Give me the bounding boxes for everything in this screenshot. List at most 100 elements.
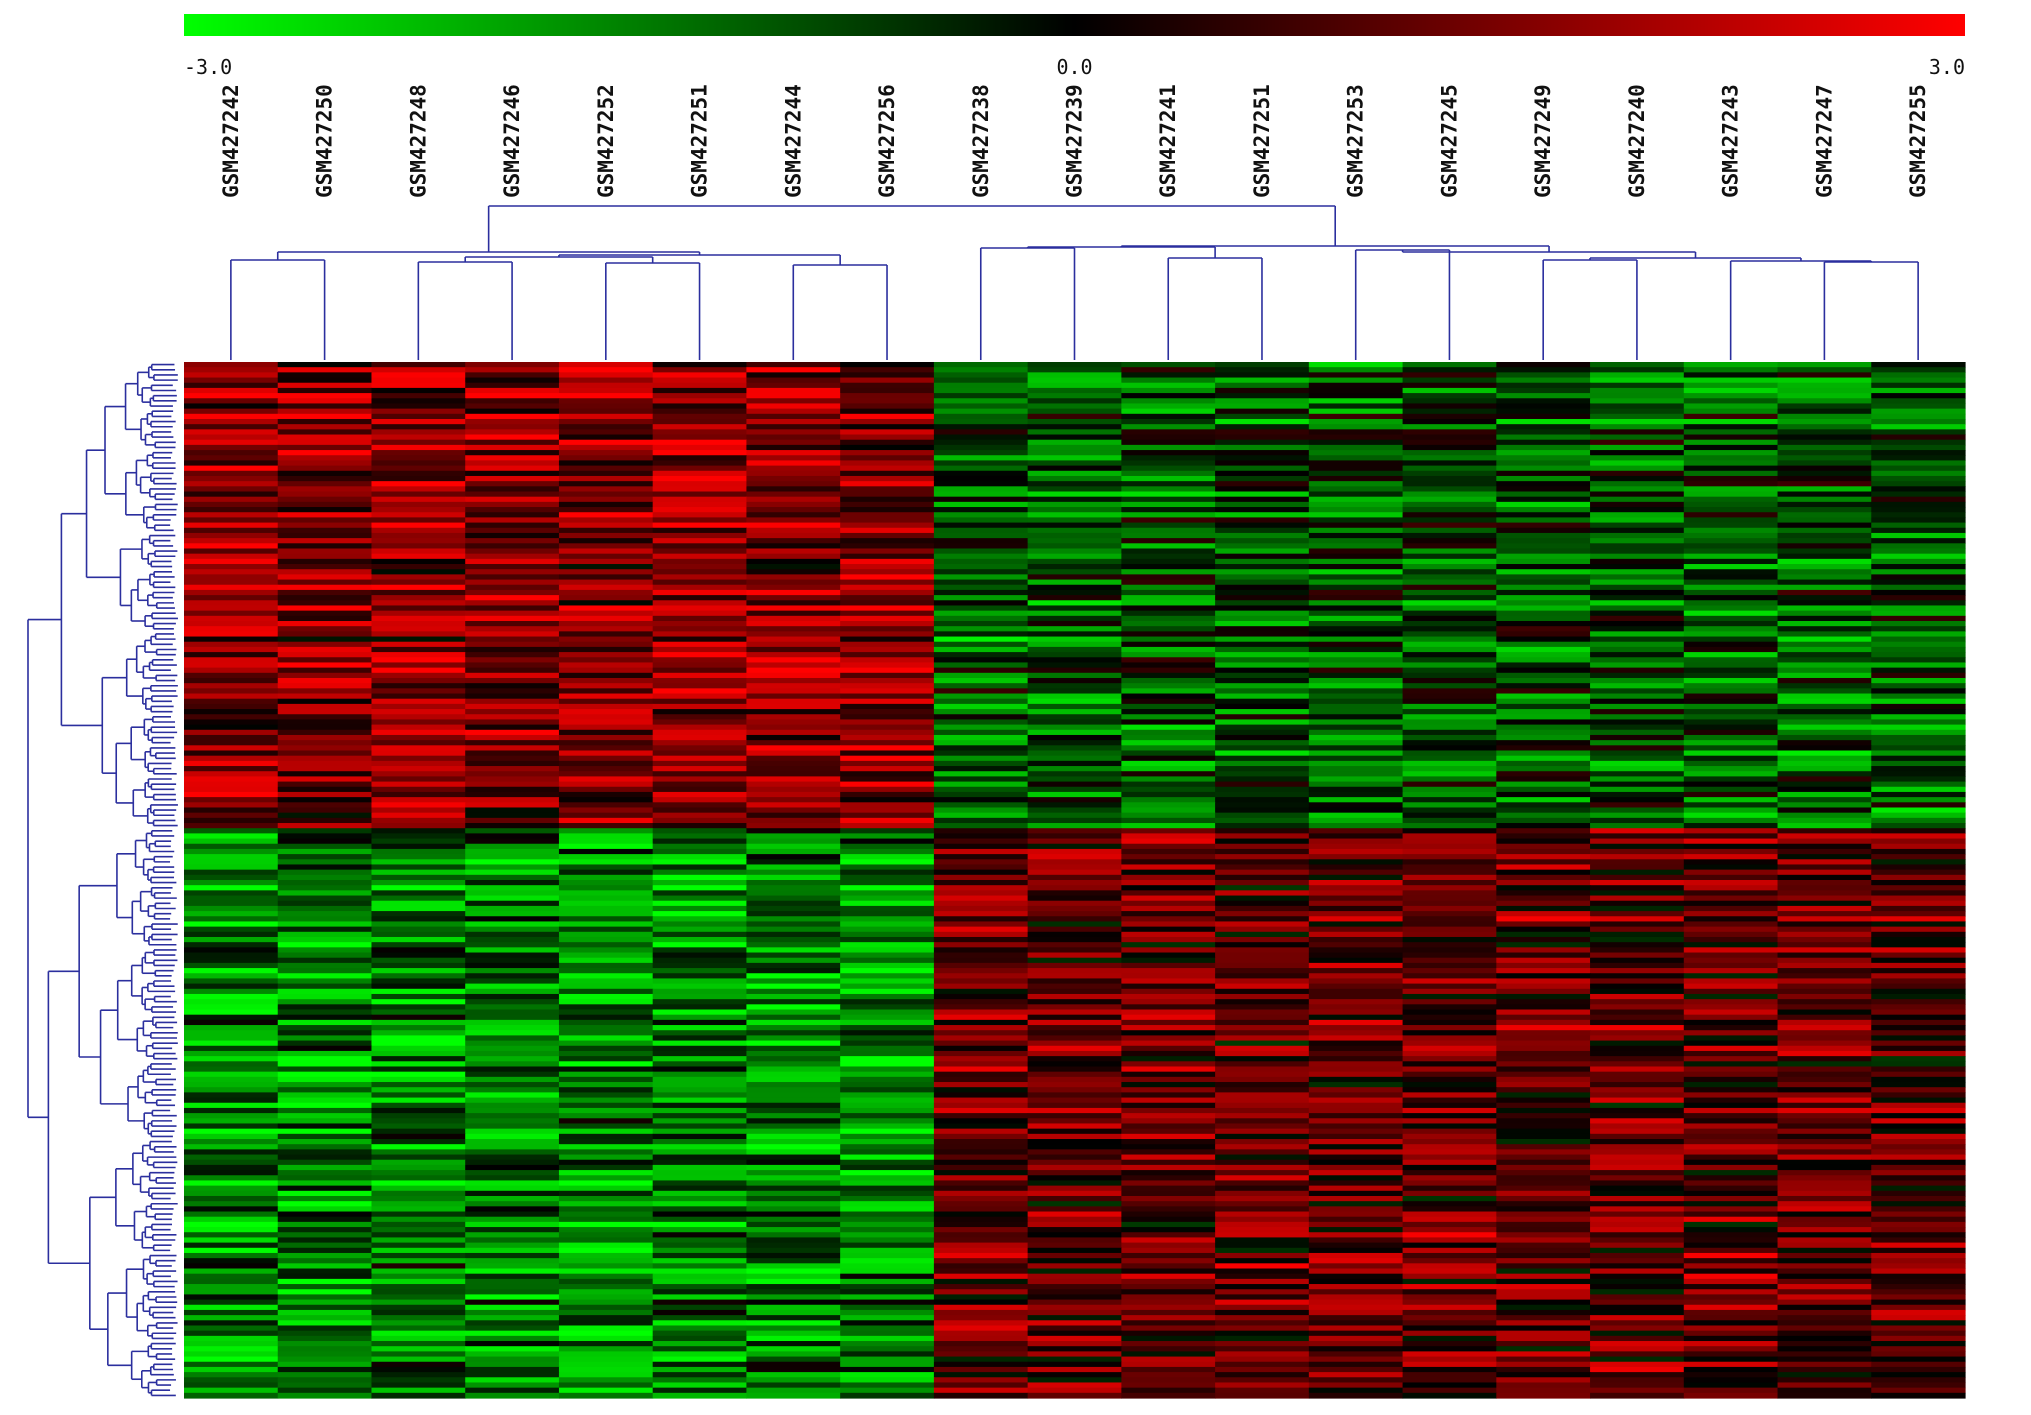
- heatmap-cell: [652, 450, 748, 456]
- heatmap-cell: [1871, 610, 1966, 617]
- heatmap-cell: [933, 569, 1029, 575]
- heatmap-cell: [1683, 885, 1779, 891]
- heatmap-cell: [840, 740, 935, 746]
- heatmap-cell: [1308, 1351, 1404, 1358]
- column-label: GSM427245: [1437, 84, 1461, 198]
- heatmap-cell: [1308, 1113, 1404, 1119]
- heatmap-cell: [652, 817, 748, 824]
- heatmap-cell: [1496, 543, 1591, 550]
- heatmap-cell: [1027, 475, 1122, 482]
- heatmap-cell: [1496, 869, 1591, 876]
- heatmap-cell: [746, 615, 841, 622]
- heatmap-cell: [652, 512, 748, 518]
- heatmap-cell: [1402, 641, 1497, 648]
- heatmap-cell: [1308, 1237, 1404, 1244]
- heatmap-cell: [1871, 444, 1966, 451]
- heatmap-cell: [1027, 496, 1122, 503]
- heatmap-cell: [465, 600, 560, 607]
- heatmap-cell: [465, 1278, 560, 1285]
- heatmap-cell: [1590, 698, 1685, 705]
- heatmap-cell: [1308, 874, 1404, 881]
- heatmap-cell: [1215, 729, 1310, 736]
- heatmap-cell: [933, 1392, 1029, 1399]
- heatmap-cell: [1027, 362, 1122, 368]
- heatmap-cell: [1777, 900, 1872, 907]
- heatmap-cell: [1308, 1320, 1404, 1327]
- heatmap-cell: [1121, 631, 1216, 638]
- heatmap-cell: [277, 962, 373, 969]
- heatmap-cell: [840, 714, 935, 721]
- heatmap-cell: [1777, 1377, 1872, 1384]
- heatmap-cell: [1308, 921, 1404, 928]
- heatmap-cell: [184, 1195, 279, 1202]
- heatmap-cell: [933, 1315, 1029, 1321]
- heatmap-cell: [933, 1123, 1029, 1130]
- heatmap-cell: [1683, 973, 1779, 980]
- heatmap-cell: [840, 993, 935, 1000]
- heatmap-cell: [1871, 543, 1966, 550]
- heatmap-cell: [1777, 1076, 1872, 1083]
- heatmap-cell: [1027, 823, 1122, 829]
- heatmap-cell: [933, 652, 1029, 658]
- heatmap-cell: [840, 1076, 935, 1083]
- heatmap-cell: [1683, 931, 1779, 938]
- heatmap-cell: [652, 362, 748, 368]
- heatmap-cell: [1308, 595, 1404, 601]
- heatmap-cell: [1027, 755, 1122, 762]
- heatmap-cell: [1871, 646, 1966, 653]
- heatmap-cell: [1496, 636, 1591, 643]
- heatmap-cell: [277, 1185, 373, 1192]
- heatmap-cell: [371, 1392, 466, 1399]
- heatmap-cell: [1402, 1035, 1497, 1042]
- heatmap-cell: [746, 569, 841, 575]
- heatmap-cell: [184, 677, 279, 684]
- heatmap-cell: [1590, 1045, 1685, 1052]
- heatmap-cell: [746, 926, 841, 933]
- heatmap-cell: [1402, 413, 1497, 420]
- heatmap-cell: [1308, 662, 1404, 669]
- heatmap-cell: [1777, 491, 1872, 498]
- heatmap-cell: [1121, 595, 1216, 601]
- heatmap-cell: [371, 885, 466, 891]
- heatmap-cell: [465, 942, 560, 948]
- heatmap-cell: [933, 745, 1029, 752]
- heatmap-cell: [1777, 703, 1872, 710]
- color-scale-label: -3.0: [184, 55, 232, 79]
- heatmap-cell: [558, 465, 654, 472]
- heatmap-cell: [1308, 1128, 1404, 1135]
- heatmap-cell: [184, 771, 279, 777]
- heatmap-cell: [371, 1206, 466, 1213]
- heatmap-cell: [1027, 1299, 1122, 1306]
- heatmap-cell: [184, 1346, 279, 1352]
- heatmap-cell: [1871, 615, 1966, 622]
- heatmap-cell: [840, 1221, 935, 1228]
- heatmap-cell: [465, 905, 560, 912]
- heatmap-cell: [277, 1097, 373, 1104]
- heatmap-cell: [1777, 952, 1872, 959]
- heatmap-cell: [1402, 1195, 1497, 1202]
- heatmap-cell: [1402, 688, 1497, 695]
- heatmap-cell: [1215, 1366, 1310, 1373]
- heatmap-cell: [465, 693, 560, 700]
- heatmap-cell: [184, 947, 279, 954]
- heatmap-cell: [652, 429, 748, 436]
- heatmap-cell: [1402, 1289, 1497, 1295]
- heatmap-cell: [1777, 418, 1872, 425]
- heatmap-cell: [1027, 1211, 1122, 1218]
- heatmap-cell: [1590, 993, 1685, 1000]
- heatmap-cell: [933, 600, 1029, 607]
- heatmap-cell: [1496, 1351, 1591, 1358]
- heatmap-cell: [1402, 983, 1497, 990]
- heatmap-cell: [840, 755, 935, 762]
- heatmap-cell: [840, 1341, 935, 1347]
- heatmap-cell: [746, 709, 841, 715]
- heatmap-cell: [652, 1061, 748, 1068]
- heatmap-cell: [1777, 1040, 1872, 1047]
- column-label: GSM427238: [969, 84, 993, 198]
- heatmap-cell: [465, 1242, 560, 1249]
- heatmap-cell: [558, 455, 654, 462]
- heatmap-cell: [746, 828, 841, 834]
- heatmap-cell: [933, 1180, 1029, 1187]
- heatmap-cell: [465, 1325, 560, 1332]
- heatmap-cell: [558, 1252, 654, 1259]
